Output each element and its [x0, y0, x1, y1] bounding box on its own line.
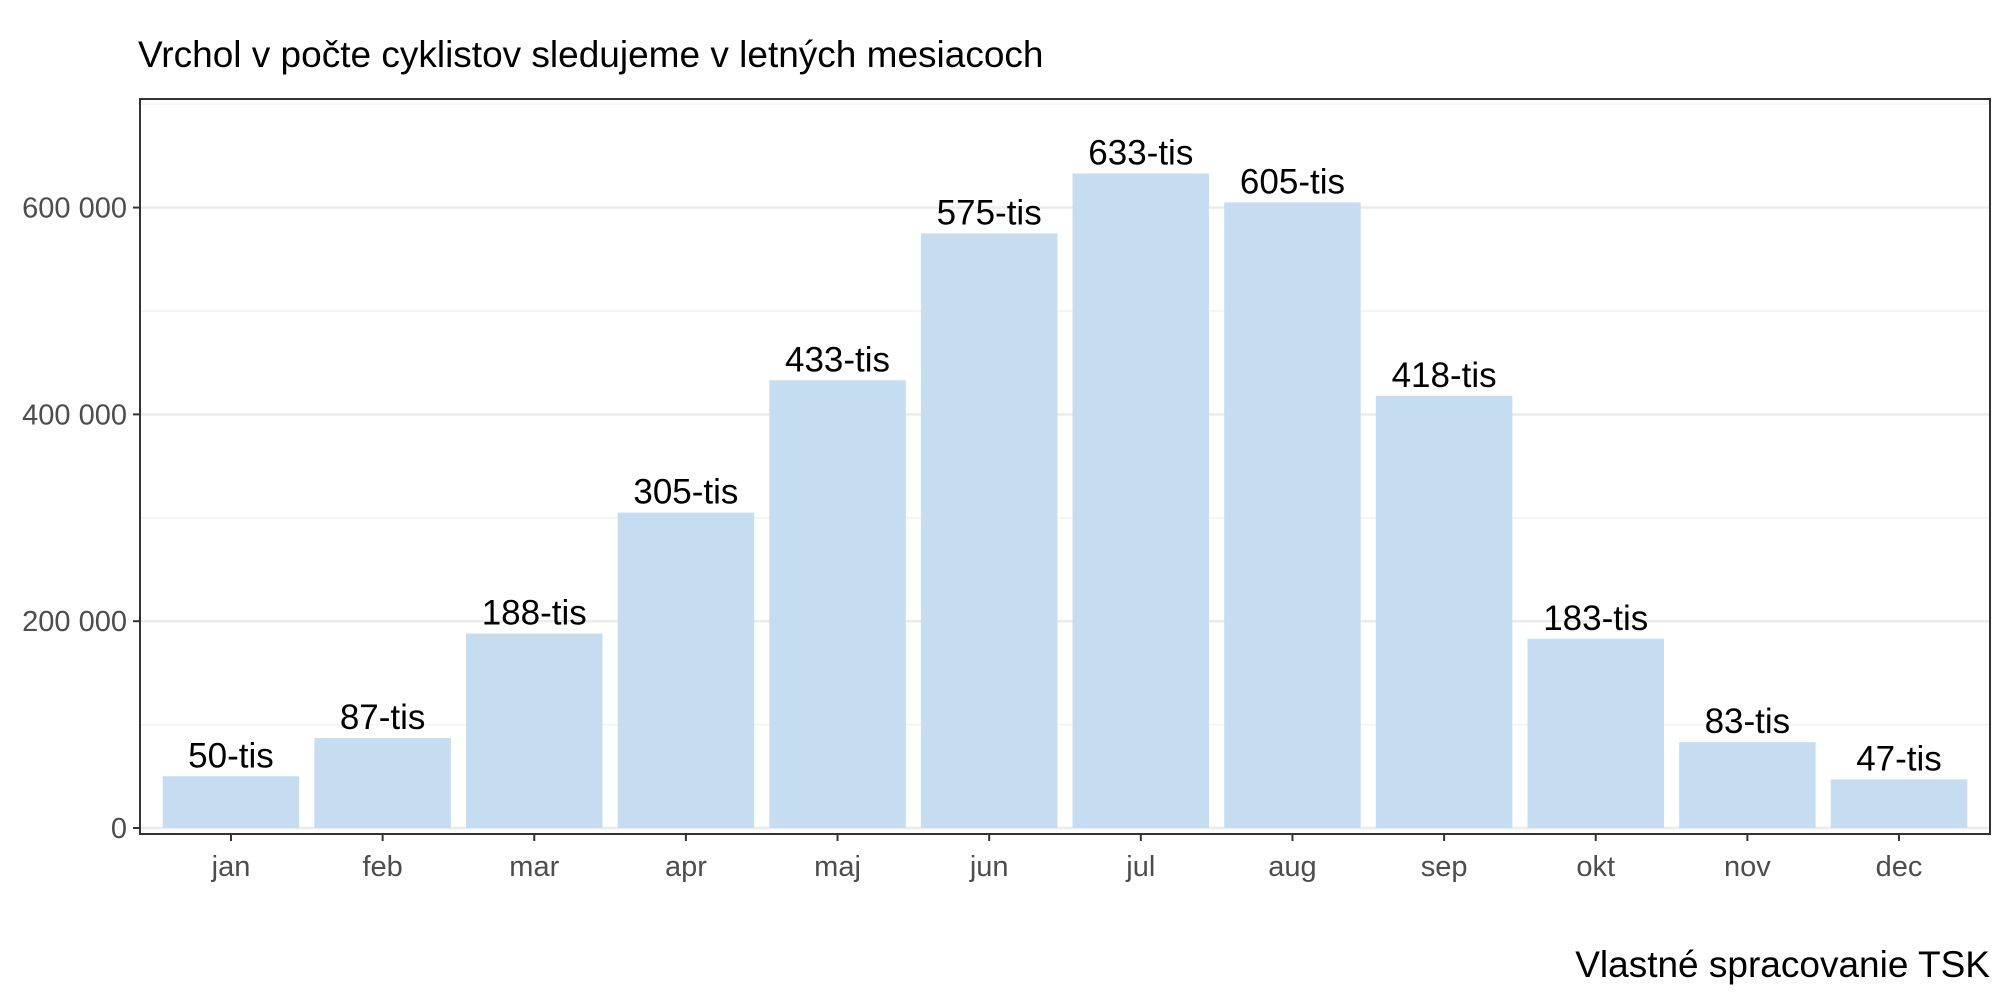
- data-label-maj: 433-tis: [785, 340, 890, 379]
- x-tick-label-aug: aug: [1268, 851, 1316, 883]
- data-label-feb: 87-tis: [340, 698, 426, 737]
- x-axis: jan feb mar apr maj jun jul aug sep okt nov dec: [211, 834, 1923, 883]
- bar-jan: [162, 776, 300, 828]
- bar-nov: [1679, 742, 1816, 828]
- bar-aug: [1224, 202, 1361, 829]
- x-tick-label-feb: feb: [362, 851, 402, 883]
- bar-apr: [617, 512, 755, 828]
- bar-dec: [1830, 779, 1968, 828]
- data-label-jul: 633-tis: [1088, 133, 1193, 172]
- x-tick-label-maj: maj: [814, 851, 861, 883]
- data-label-nov: 83-tis: [1705, 702, 1791, 741]
- x-tick-label-jan: jan: [211, 851, 251, 883]
- data-labels: 50-tis 87-tis 188-tis 305-tis 433-tis 575-tis…: [188, 133, 1942, 778]
- bar-jun: [920, 233, 1058, 828]
- data-label-okt: 183-tis: [1543, 599, 1648, 638]
- x-tick-label-apr: apr: [665, 851, 707, 883]
- y-tick-label: 200 000: [22, 606, 127, 638]
- chart-title: Vrchol v počte cyklistov sledujeme v let…: [138, 34, 1044, 75]
- bar-okt: [1527, 638, 1664, 828]
- bar-jul: [1072, 173, 1210, 829]
- x-tick-label-dec: dec: [1876, 851, 1923, 883]
- bars: [162, 173, 1968, 829]
- data-label-apr: 305-tis: [633, 473, 738, 512]
- bar-maj: [769, 380, 906, 828]
- bar-sep: [1375, 395, 1513, 828]
- data-label-mar: 188-tis: [482, 594, 587, 633]
- x-tick-label-okt: okt: [1576, 851, 1615, 883]
- chart-caption: Vlastné spracovanie TSK: [1575, 944, 1990, 985]
- y-tick-label: 400 000: [22, 399, 127, 431]
- x-tick-label-jul: jul: [1125, 851, 1155, 883]
- y-tick-label: 0: [111, 813, 127, 845]
- data-label-dec: 47-tis: [1856, 739, 1942, 778]
- x-tick-label-jun: jun: [969, 851, 1009, 883]
- data-label-sep: 418-tis: [1392, 356, 1497, 395]
- panel-border: [139, 98, 1991, 835]
- data-label-aug: 605-tis: [1240, 162, 1345, 201]
- data-label-jan: 50-tis: [188, 736, 274, 775]
- y-axis: 0 200 000 400 000 600 000: [22, 193, 140, 845]
- x-tick-label-mar: mar: [509, 851, 559, 883]
- data-label-jun: 575-tis: [937, 193, 1042, 232]
- y-tick-label: 600 000: [22, 193, 127, 225]
- x-tick-label-sep: sep: [1421, 851, 1468, 883]
- bar-feb: [314, 738, 451, 828]
- bar-mar: [466, 633, 603, 828]
- x-tick-label-nov: nov: [1724, 851, 1771, 883]
